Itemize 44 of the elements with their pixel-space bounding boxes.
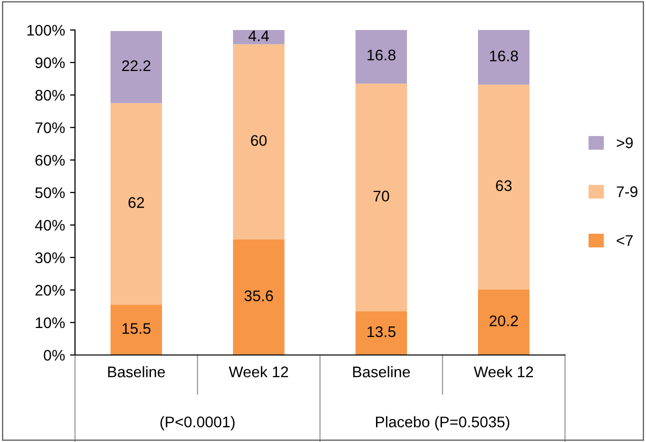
data-label: 35.6 — [244, 290, 273, 302]
bar — [478, 289, 530, 355]
y-tick-label: 10% — [36, 317, 65, 328]
bar — [233, 30, 284, 44]
data-label: 20.2 — [490, 315, 518, 326]
bar — [233, 44, 284, 240]
y-tick-label: 50% — [35, 187, 65, 198]
legend-label: >9 — [616, 137, 633, 148]
y-tick-label: 90% — [35, 57, 65, 68]
y-tick-label: 70% — [35, 122, 65, 134]
x-tick-label: Baseline — [108, 366, 165, 378]
bar — [110, 304, 162, 355]
legend-label: 7-9 — [616, 186, 638, 198]
data-label: 22.2 — [122, 60, 150, 71]
bar — [110, 103, 162, 305]
y-tick-label: 20% — [35, 284, 65, 296]
data-label: 62 — [128, 197, 144, 208]
bar — [110, 30, 162, 104]
x-tick-label: Week 12 — [474, 366, 533, 378]
data-label: 13.5 — [368, 326, 396, 338]
bar — [356, 311, 407, 355]
bar — [356, 84, 407, 312]
y-tick-label: 80% — [35, 90, 65, 101]
x-tick-label: Week 12 — [228, 366, 288, 378]
data-label: 60 — [251, 135, 267, 146]
y-tick-label: 60% — [35, 154, 65, 166]
data-label: 63 — [496, 180, 512, 192]
y-tick-label: 40% — [35, 220, 65, 231]
y-tick-label: 30% — [35, 252, 65, 264]
y-tick-label: 0% — [44, 350, 65, 361]
bar — [356, 30, 407, 84]
y-tick-label: 100% — [27, 24, 65, 36]
legend-label: <7 — [616, 235, 633, 246]
text: Placebo (P=0.5035) — [376, 416, 510, 430]
data-label: 70 — [374, 190, 390, 202]
data-label: 16.8 — [490, 50, 518, 62]
bar — [233, 239, 284, 355]
bar — [478, 84, 530, 290]
bar — [478, 30, 530, 85]
data-label: 4.4 — [248, 30, 269, 42]
data-label: 15.5 — [122, 323, 150, 334]
x-tick-label: Baseline — [353, 366, 410, 378]
text: (P<0.0001) — [160, 416, 235, 430]
data-label: 16.8 — [368, 50, 396, 60]
